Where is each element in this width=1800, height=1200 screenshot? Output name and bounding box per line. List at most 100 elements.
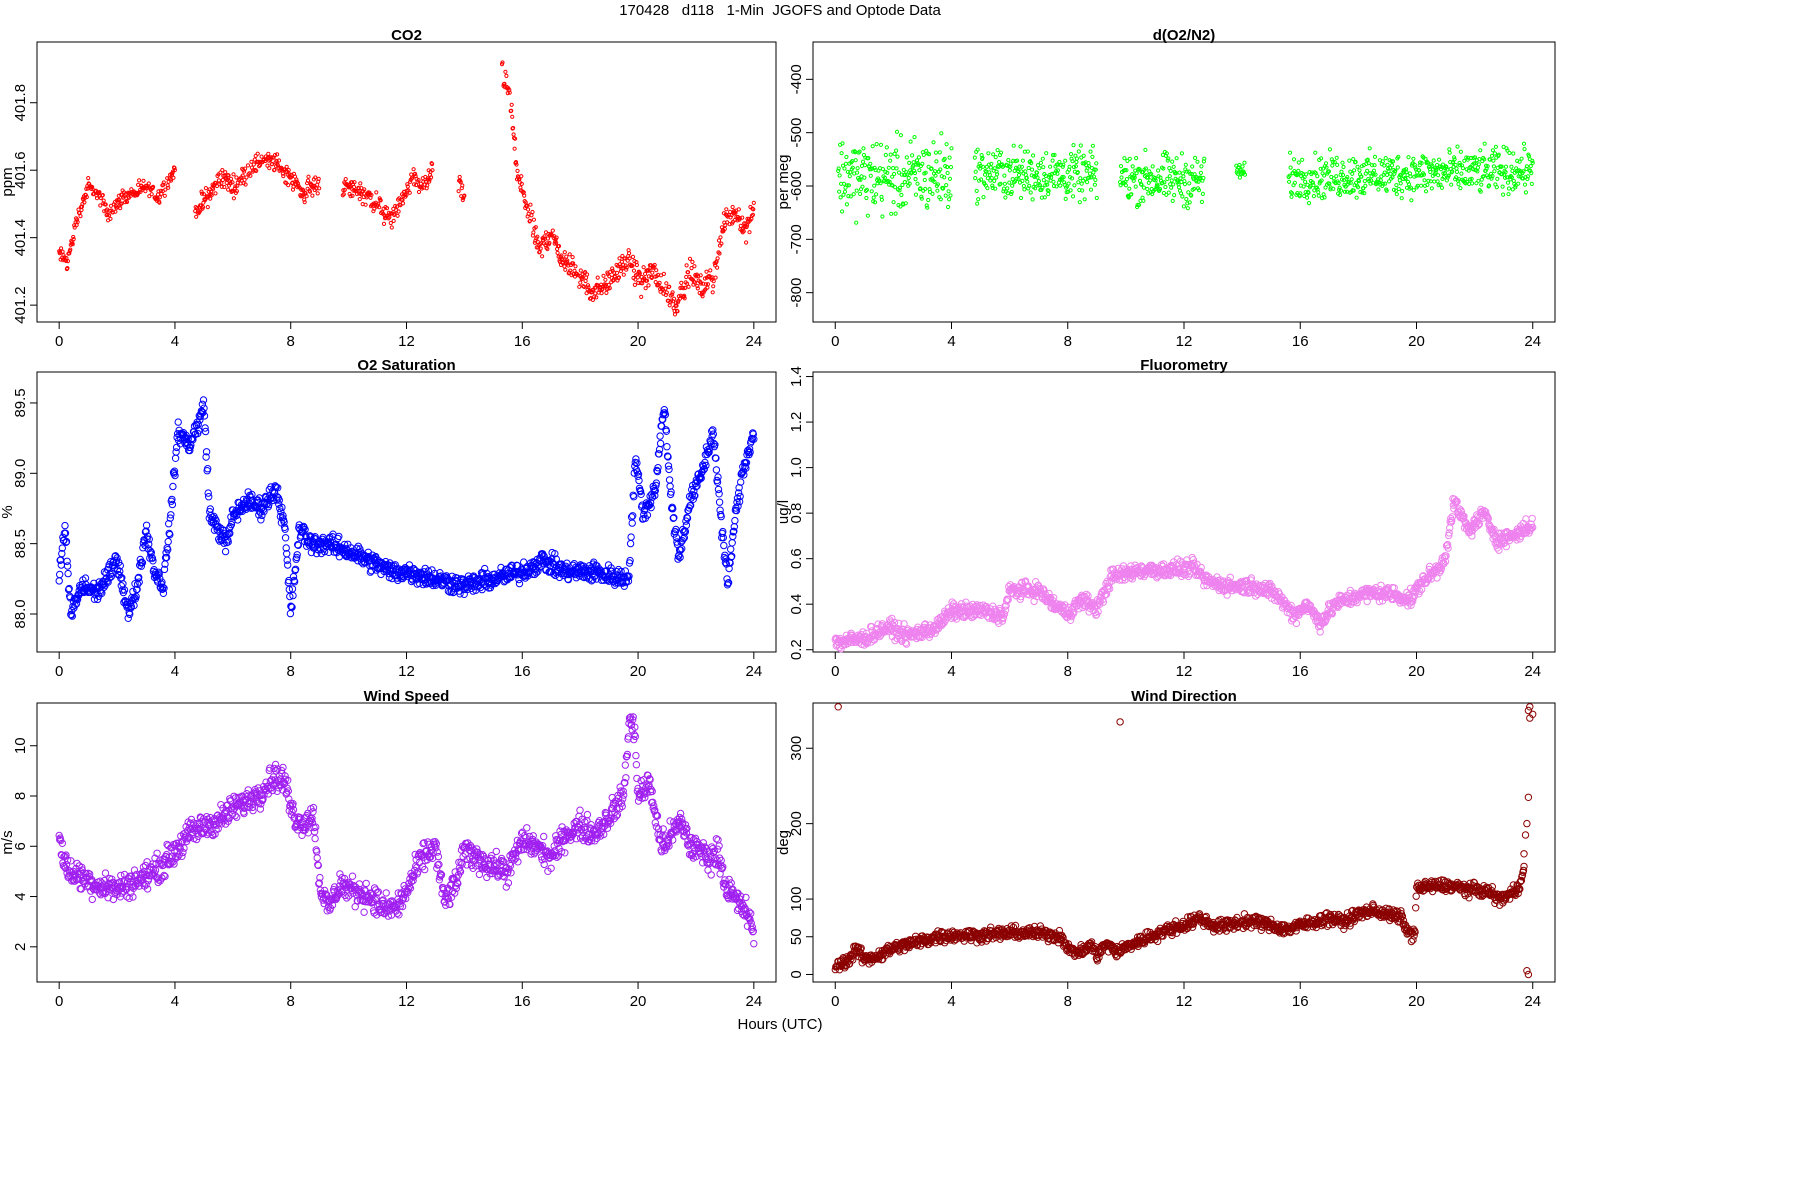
data-point bbox=[737, 478, 745, 486]
data-point bbox=[1453, 162, 1458, 168]
data-point bbox=[1417, 168, 1422, 173]
data-point bbox=[567, 252, 572, 257]
data-point bbox=[637, 271, 642, 276]
data-point bbox=[1459, 171, 1464, 176]
data-point bbox=[994, 169, 999, 174]
data-point bbox=[377, 205, 382, 210]
data-point bbox=[888, 152, 893, 157]
data-point bbox=[1088, 149, 1093, 154]
data-point bbox=[750, 212, 756, 217]
data-point bbox=[682, 296, 687, 301]
data-point bbox=[695, 283, 700, 289]
data-point bbox=[1123, 183, 1129, 188]
data-point bbox=[304, 194, 309, 199]
data-point bbox=[249, 159, 254, 164]
data-point bbox=[1478, 148, 1483, 153]
data-point bbox=[260, 507, 268, 516]
data-point bbox=[993, 155, 998, 160]
data-point bbox=[1074, 156, 1080, 161]
data-point bbox=[79, 204, 85, 209]
data-point bbox=[416, 189, 422, 195]
data-point bbox=[1002, 173, 1007, 178]
data-point bbox=[1452, 157, 1457, 162]
data-point bbox=[1422, 178, 1427, 183]
data-point bbox=[1145, 175, 1150, 180]
data-point bbox=[1376, 187, 1381, 192]
y-tick-label: 0.4 bbox=[788, 594, 805, 615]
data-point bbox=[1387, 179, 1392, 184]
y-tick-label: 88.5 bbox=[12, 529, 29, 558]
data-point bbox=[291, 184, 296, 189]
data-point bbox=[895, 154, 900, 159]
data-point bbox=[1360, 190, 1365, 195]
data-point bbox=[341, 192, 346, 197]
data-point bbox=[735, 497, 744, 506]
data-point bbox=[1180, 194, 1185, 199]
y-tick-label: -400 bbox=[788, 64, 805, 94]
data-point bbox=[1091, 174, 1097, 179]
data-point bbox=[404, 192, 409, 198]
data-point bbox=[1419, 160, 1424, 166]
data-point bbox=[870, 144, 875, 149]
data-point bbox=[243, 182, 248, 187]
y-axis-label: % bbox=[0, 505, 16, 518]
data-point bbox=[111, 552, 120, 560]
x-tick-label: 12 bbox=[1176, 333, 1193, 350]
data-point bbox=[1051, 183, 1057, 189]
data-point bbox=[294, 541, 302, 549]
data-point bbox=[712, 466, 721, 474]
data-point bbox=[714, 485, 723, 494]
data-point bbox=[972, 155, 977, 160]
data-point bbox=[664, 453, 672, 461]
data-point bbox=[926, 164, 931, 169]
data-point bbox=[102, 209, 107, 214]
x-tick-label: 16 bbox=[1292, 663, 1309, 680]
data-point bbox=[62, 255, 67, 260]
data-point bbox=[725, 220, 730, 225]
data-point bbox=[400, 197, 405, 203]
data-point bbox=[161, 180, 166, 185]
data-point bbox=[1178, 176, 1183, 181]
data-point bbox=[1438, 182, 1443, 187]
data-point bbox=[878, 142, 884, 147]
data-point bbox=[243, 166, 248, 171]
data-point bbox=[550, 228, 555, 233]
data-point bbox=[879, 197, 885, 202]
data-point bbox=[119, 580, 127, 588]
data-point bbox=[506, 563, 514, 571]
data-point bbox=[248, 490, 256, 499]
data-point bbox=[1493, 144, 1499, 149]
data-point bbox=[1029, 160, 1034, 166]
data-point bbox=[672, 533, 681, 542]
data-point bbox=[1362, 191, 1367, 196]
data-point bbox=[632, 282, 638, 287]
x-tick-label: 0 bbox=[55, 333, 63, 350]
data-point bbox=[526, 207, 531, 212]
x-tick-label: 4 bbox=[171, 333, 179, 350]
data-point bbox=[580, 272, 585, 277]
data-point bbox=[68, 612, 77, 620]
data-point bbox=[728, 539, 736, 547]
data-point bbox=[285, 585, 293, 594]
data-point bbox=[502, 81, 507, 87]
data-point bbox=[562, 264, 567, 269]
data-point bbox=[289, 175, 294, 180]
data-point bbox=[730, 204, 735, 210]
data-point bbox=[1430, 163, 1435, 168]
data-point bbox=[1242, 172, 1248, 177]
data-point bbox=[1134, 156, 1139, 161]
data-point bbox=[710, 439, 718, 448]
data-point bbox=[396, 209, 401, 214]
data-point bbox=[646, 283, 651, 288]
data-point bbox=[362, 187, 367, 192]
data-point bbox=[1351, 157, 1356, 162]
data-point bbox=[732, 217, 738, 223]
data-point bbox=[205, 205, 210, 210]
data-point bbox=[145, 535, 153, 543]
data-point bbox=[1487, 157, 1493, 162]
data-point bbox=[1455, 144, 1460, 149]
data-point bbox=[630, 493, 638, 501]
data-point bbox=[900, 182, 905, 188]
data-point bbox=[1373, 172, 1378, 177]
